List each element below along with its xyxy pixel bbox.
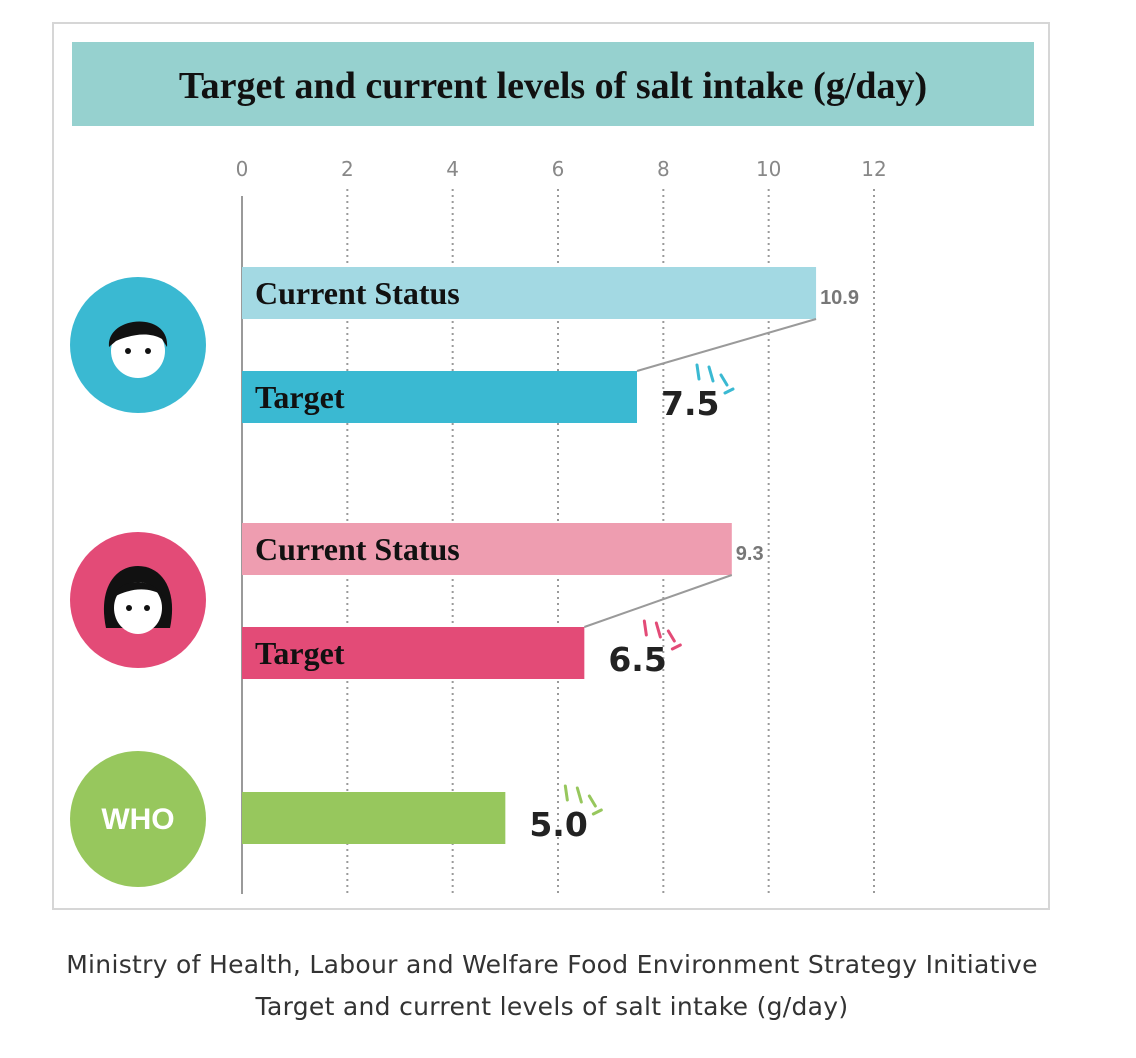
bangs-shape bbox=[112, 581, 164, 598]
connector-line bbox=[584, 574, 733, 628]
bar-label: Target bbox=[255, 379, 345, 415]
sparkle-stroke bbox=[707, 365, 715, 383]
chart-figure: Target and current levels of salt intake… bbox=[52, 22, 1050, 910]
boy-face-icon bbox=[108, 321, 168, 378]
x-tick-label: 8 bbox=[657, 157, 670, 181]
x-tick-label: 4 bbox=[446, 157, 459, 181]
sparkle-stroke bbox=[575, 786, 583, 804]
salt-intake-chart: Target and current levels of salt intake… bbox=[70, 42, 1034, 896]
eye-right bbox=[145, 348, 151, 354]
eye-right bbox=[144, 605, 150, 611]
sparkle-stroke bbox=[587, 794, 597, 808]
figure-caption: Ministry of Health, Labour and Welfare F… bbox=[0, 944, 1104, 1028]
sparkle-stroke bbox=[670, 643, 682, 651]
value-label: 9.3 bbox=[736, 543, 764, 565]
girl-face-icon bbox=[103, 566, 173, 634]
eye-left bbox=[126, 605, 132, 611]
connector-line bbox=[636, 318, 817, 372]
sparkle-stroke bbox=[723, 387, 735, 395]
x-tick-label: 0 bbox=[236, 157, 249, 181]
value-label: 6.5 bbox=[608, 640, 666, 679]
sparkle-accent bbox=[563, 784, 603, 816]
sparkle-stroke bbox=[666, 629, 676, 643]
bar-current bbox=[242, 267, 817, 319]
face-shape bbox=[114, 582, 162, 634]
bar-target bbox=[242, 371, 637, 423]
x-tick-label: 2 bbox=[341, 157, 354, 181]
sparkle-accent bbox=[642, 619, 682, 651]
group-icon-circle bbox=[70, 751, 206, 887]
chart-title: Target and current levels of salt intake… bbox=[179, 65, 927, 107]
bar-label: Current Status bbox=[255, 275, 460, 311]
bar-label: Target bbox=[255, 635, 345, 671]
bar-current bbox=[242, 523, 732, 575]
sparkle-stroke bbox=[591, 808, 603, 816]
sparkle-stroke bbox=[719, 373, 729, 387]
caption-line-2: Target and current levels of salt intake… bbox=[255, 992, 849, 1021]
eye-left bbox=[125, 348, 131, 354]
sparkle-accent bbox=[695, 363, 735, 395]
value-label: 10.9 bbox=[820, 287, 859, 309]
value-label: 5.0 bbox=[529, 805, 587, 844]
sparkle-stroke bbox=[695, 363, 701, 381]
value-label: 7.5 bbox=[661, 384, 719, 423]
sparkle-stroke bbox=[563, 784, 569, 802]
bar-label: Current Status bbox=[255, 531, 460, 567]
sparkle-stroke bbox=[654, 621, 662, 639]
x-tick-label: 12 bbox=[861, 157, 886, 181]
title-band bbox=[72, 42, 1034, 126]
who-icon-label: WHO bbox=[101, 803, 174, 836]
bar-target bbox=[242, 792, 506, 844]
x-tick-label: 6 bbox=[552, 157, 565, 181]
sparkle-stroke bbox=[642, 619, 648, 637]
caption-line-1: Ministry of Health, Labour and Welfare F… bbox=[66, 950, 1038, 979]
x-tick-label: 10 bbox=[756, 157, 781, 181]
hair-shape bbox=[108, 321, 168, 347]
bar-target bbox=[242, 627, 585, 679]
